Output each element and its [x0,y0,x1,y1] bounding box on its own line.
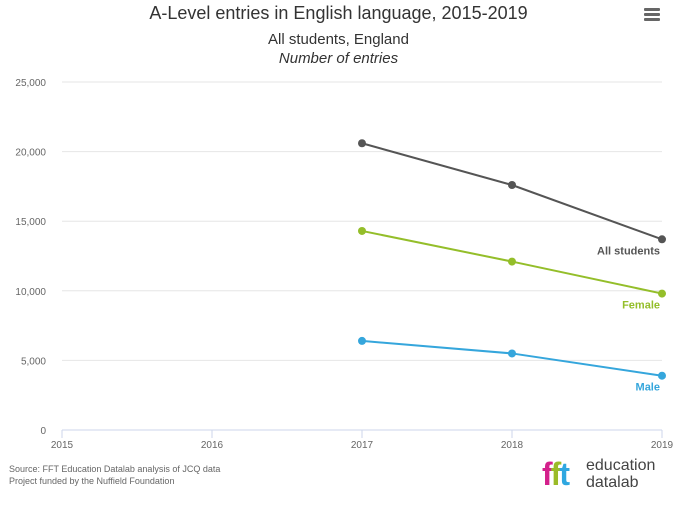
x-tick-label: 2018 [501,440,524,451]
data-point [508,257,516,266]
x-tick-label: 2019 [651,440,674,451]
logo-wordmark: education datalab [586,457,656,491]
subtitle-line-2: Number of entries [278,50,399,67]
data-point [658,289,666,298]
funding-note: Project funded by the Nuffield Foundatio… [9,476,175,486]
data-point [358,226,366,235]
footer: Source: FFT Education Datalab analysis o… [9,463,220,487]
series-label: All students [597,245,660,257]
y-tick-label: 15,000 [15,217,46,228]
data-point [658,371,666,380]
data-point [658,235,666,244]
data-point [508,349,516,358]
fft-education-datalab-logo: fft education datalab [542,457,672,491]
y-tick-label: 25,000 [15,78,46,89]
series-line [361,339,663,377]
axes: 0 5,000 10,000 15,000 20,000 25,000 2015 2016 20… [15,78,673,451]
subtitle-line-1: All students, England [268,31,409,48]
logo-mark: fft [542,456,570,492]
y-tick-label: 20,000 [15,148,46,159]
hamburger-icon[interactable] [644,8,660,22]
grid-lines [62,81,662,361]
x-tick-label: 2016 [201,440,224,451]
x-tick-label: 2017 [351,440,374,451]
source-note: Source: FFT Education Datalab analysis o… [9,464,221,474]
y-tick-label: 0 [40,426,46,437]
series [358,139,666,380]
chart-title: A-Level entries in English language, 201… [149,3,528,23]
chart-subtitle: All students, England Number of entries [0,30,677,68]
data-point [358,139,366,148]
y-tick-label: 10,000 [15,287,46,298]
series-label: Female [622,300,660,312]
series-label: Male [636,382,660,394]
series-labels: All students Female Male [597,245,660,393]
x-tick-label: 2015 [51,440,74,451]
y-tick-label: 5,000 [21,356,46,367]
data-point [358,336,366,345]
series-line [361,142,663,241]
data-point [508,181,516,190]
